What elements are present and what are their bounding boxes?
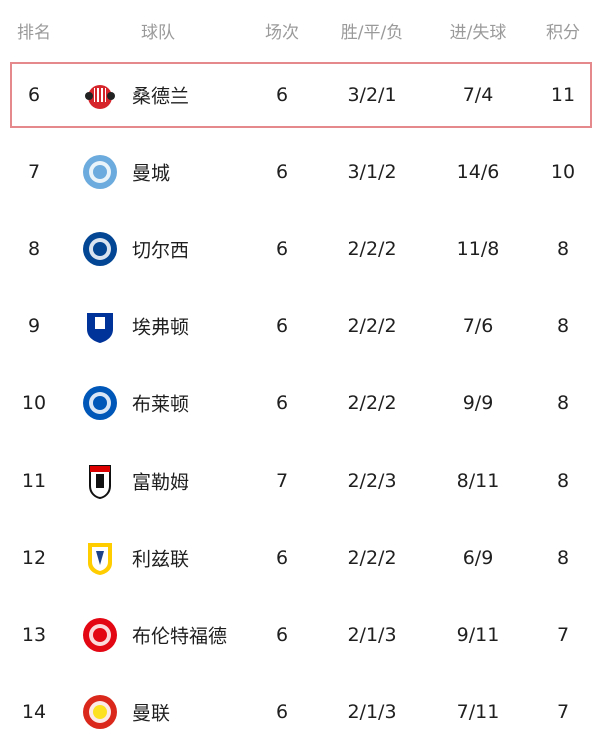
header-points: 积分 bbox=[546, 23, 580, 43]
goals-cell: 7/6 bbox=[462, 315, 494, 338]
goals-cell: 9/11 bbox=[456, 623, 500, 646]
wdl-cell: 2/2/2 bbox=[347, 238, 397, 261]
goals-cell: 14/6 bbox=[456, 161, 500, 184]
rank-cell: 11 bbox=[21, 469, 47, 492]
team-name[interactable]: 切尔西 bbox=[132, 239, 190, 262]
points-cell: 11 bbox=[550, 84, 576, 106]
chelsea-crest-icon bbox=[83, 232, 117, 267]
table-row[interactable]: 10 布莱顿 6 2/2/2 9/9 8 bbox=[0, 370, 600, 436]
table-row[interactable]: 7 曼城 6 3/1/2 14/6 10 bbox=[0, 139, 600, 205]
header-wdl: 胜/平/负 bbox=[340, 23, 404, 43]
rank-cell: 12 bbox=[21, 546, 47, 569]
rank-cell: 7 bbox=[27, 161, 41, 184]
header-rank: 排名 bbox=[17, 23, 51, 43]
played-cell: 6 bbox=[275, 623, 289, 646]
team-name[interactable]: 利兹联 bbox=[132, 548, 190, 571]
header-team: 球队 bbox=[141, 23, 175, 43]
points-cell: 8 bbox=[556, 546, 570, 569]
team-name[interactable]: 桑德兰 bbox=[132, 85, 190, 108]
brighton-crest-icon bbox=[83, 386, 117, 421]
goals-cell: 11/8 bbox=[456, 238, 500, 261]
man-city-crest-icon bbox=[83, 155, 117, 190]
wdl-cell: 2/2/2 bbox=[347, 546, 397, 569]
played-cell: 6 bbox=[275, 700, 289, 723]
points-cell: 8 bbox=[556, 238, 570, 261]
wdl-cell: 2/2/2 bbox=[347, 315, 397, 338]
points-cell: 7 bbox=[556, 623, 570, 646]
goals-cell: 7/11 bbox=[456, 700, 500, 723]
header-goals: 进/失球 bbox=[449, 23, 507, 43]
header-played: 场次 bbox=[265, 23, 299, 43]
wdl-cell: 3/1/2 bbox=[347, 161, 397, 184]
table-row[interactable]: 14 曼联 6 2/1/3 7/11 7 bbox=[0, 679, 600, 745]
leeds-crest-icon bbox=[88, 542, 112, 575]
played-cell: 7 bbox=[275, 469, 289, 492]
goals-cell: 7/4 bbox=[462, 84, 494, 106]
brentford-crest-icon bbox=[83, 617, 117, 652]
wdl-cell: 2/2/2 bbox=[347, 392, 397, 415]
wdl-cell: 2/2/3 bbox=[347, 469, 397, 492]
table-row[interactable]: 8 切尔西 6 2/2/2 11/8 8 bbox=[0, 216, 600, 282]
rank-cell: 8 bbox=[27, 238, 41, 261]
table-row[interactable]: 9 埃弗顿 6 2/2/2 7/6 8 bbox=[0, 293, 600, 359]
wdl-cell: 3/2/1 bbox=[347, 84, 397, 106]
everton-crest-icon bbox=[87, 313, 113, 344]
wdl-cell: 2/1/3 bbox=[347, 623, 397, 646]
fulham-crest-icon bbox=[89, 464, 111, 499]
team-name[interactable]: 富勒姆 bbox=[132, 471, 190, 493]
points-cell: 8 bbox=[556, 469, 570, 492]
team-name[interactable]: 埃弗顿 bbox=[132, 316, 190, 339]
sunderland-crest-icon bbox=[85, 85, 115, 109]
wdl-cell: 2/1/3 bbox=[347, 700, 397, 723]
rank-cell: 10 bbox=[21, 392, 47, 415]
table-row[interactable]: 12 利兹联 6 2/2/2 6/9 8 bbox=[0, 525, 600, 591]
points-cell: 10 bbox=[550, 161, 576, 184]
team-name[interactable]: 曼联 bbox=[132, 702, 171, 725]
played-cell: 6 bbox=[275, 315, 289, 338]
played-cell: 6 bbox=[275, 392, 289, 415]
team-name[interactable]: 曼城 bbox=[132, 162, 171, 185]
team-name[interactable]: 布莱顿 bbox=[132, 393, 190, 416]
man-united-crest-icon bbox=[83, 694, 117, 729]
goals-cell: 9/9 bbox=[462, 392, 494, 415]
goals-cell: 6/9 bbox=[462, 546, 494, 569]
played-cell: 6 bbox=[275, 84, 289, 106]
played-cell: 6 bbox=[275, 546, 289, 569]
rank-cell: 13 bbox=[21, 623, 47, 646]
played-cell: 6 bbox=[275, 238, 289, 261]
table-row[interactable]: 6 桑德兰 6 3/2/1 7/4 11 bbox=[10, 62, 592, 128]
team-name[interactable]: 布伦特福德 bbox=[132, 625, 228, 648]
table-row[interactable]: 11 富勒姆 7 2/2/3 8/11 8 bbox=[0, 448, 600, 514]
rank-cell: 14 bbox=[21, 700, 47, 723]
points-cell: 7 bbox=[556, 700, 570, 723]
rank-cell: 6 bbox=[27, 84, 41, 106]
goals-cell: 8/11 bbox=[456, 469, 500, 492]
rank-cell: 9 bbox=[27, 315, 41, 338]
points-cell: 8 bbox=[556, 392, 570, 415]
table-row[interactable]: 13 布伦特福德 6 2/1/3 9/11 7 bbox=[0, 602, 600, 668]
played-cell: 6 bbox=[275, 161, 289, 184]
points-cell: 8 bbox=[556, 315, 570, 338]
